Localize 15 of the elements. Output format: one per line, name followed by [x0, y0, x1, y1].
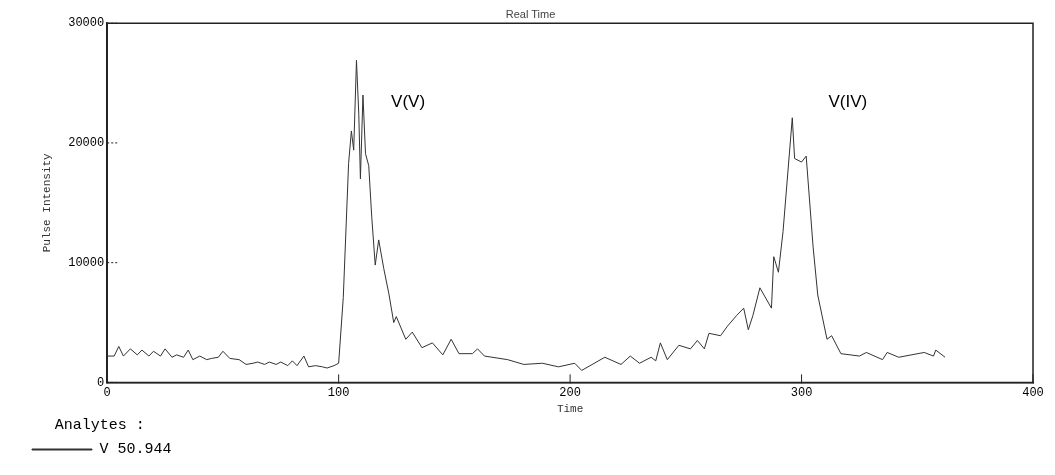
y-tick-label: 10000 — [68, 255, 105, 270]
x-tick-label: 100 — [327, 385, 350, 400]
annotation: V(IV) — [828, 91, 868, 111]
x-tick-label: 400 — [1022, 385, 1044, 400]
y-tick-label: 20000 — [68, 136, 105, 151]
annotation: V(V) — [391, 91, 426, 111]
y-tick-label: 30000 — [68, 16, 105, 31]
x-tick-label: 200 — [559, 385, 581, 400]
y-axis-title: Pulse Intensity — [40, 152, 53, 253]
x-tick-label: 300 — [790, 385, 813, 400]
chart-title: Real Time — [505, 7, 556, 20]
legend-label: V 50.944 — [99, 441, 172, 459]
y-tick-label: 0 — [97, 375, 105, 390]
legend-title: Analytes : — [54, 417, 145, 435]
x-axis-title: Time — [556, 403, 584, 416]
